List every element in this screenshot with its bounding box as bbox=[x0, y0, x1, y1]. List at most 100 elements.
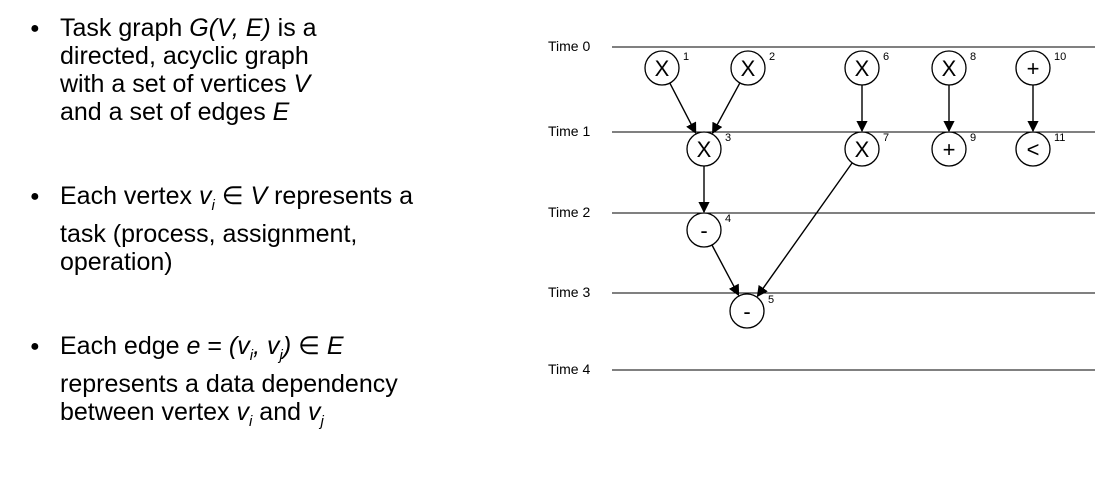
time-label: Time 2 bbox=[548, 204, 590, 220]
node-operator: < bbox=[1027, 137, 1040, 162]
bullet-text: v bbox=[307, 398, 321, 426]
bullet-text: i bbox=[211, 197, 215, 214]
edge-arrow bbox=[756, 162, 853, 298]
bullet-text: V bbox=[293, 70, 311, 98]
bullet-text: ∈ bbox=[291, 332, 327, 360]
node-operator: - bbox=[700, 218, 707, 243]
bullet-line: between vertex vi and vj bbox=[60, 398, 500, 436]
graph-node: +10 bbox=[1015, 50, 1066, 86]
node-id-label: 7 bbox=[883, 132, 889, 144]
bullet-text: G(V, E) bbox=[189, 14, 271, 42]
node-operator: X bbox=[855, 56, 870, 81]
node-circle bbox=[729, 293, 765, 329]
node-circle bbox=[686, 131, 722, 167]
bullet-text: E bbox=[272, 98, 290, 126]
bullet-line: represents a data dependency bbox=[60, 370, 500, 398]
bullet-text: v bbox=[236, 398, 250, 426]
bullet-line: Task graph G(V, E) is a bbox=[60, 14, 500, 42]
node-circle bbox=[931, 131, 967, 167]
bullet-line: operation) bbox=[60, 248, 500, 276]
bullet-line: with a set of vertices V bbox=[60, 70, 500, 98]
node-id-label: 8 bbox=[970, 51, 976, 63]
time-label: Time 4 bbox=[548, 361, 590, 377]
node-id-label: 3 bbox=[725, 132, 731, 144]
bullet-text: task (process, assignment, bbox=[60, 220, 358, 248]
bullet-text: directed, acyclic graph bbox=[60, 42, 309, 70]
bullet-text: e bbox=[186, 332, 201, 360]
node-operator: X bbox=[697, 137, 712, 162]
node-circle bbox=[844, 50, 880, 86]
bullet-text: (v bbox=[228, 332, 250, 360]
bullet-text: Each vertex bbox=[60, 182, 199, 210]
bullet-line: task (process, assignment, bbox=[60, 220, 500, 248]
bullet-text: ∈ bbox=[214, 182, 251, 210]
node-id-label: 1 bbox=[683, 51, 689, 63]
node-operator: X bbox=[655, 56, 670, 81]
node-circle bbox=[844, 131, 880, 167]
edge-group bbox=[669, 82, 1039, 298]
node-circle bbox=[686, 212, 722, 248]
edge-arrow bbox=[711, 82, 741, 135]
graph-node: <11 bbox=[1015, 131, 1065, 167]
bullet-text: v bbox=[198, 182, 212, 210]
bullet-text: represents a bbox=[267, 182, 414, 210]
bullet-text: Task graph bbox=[60, 14, 190, 42]
bullet-text: i bbox=[249, 413, 253, 430]
time-label: Time 1 bbox=[548, 123, 590, 139]
graph-node: -4 bbox=[686, 212, 731, 248]
bullet-text: with a set of vertices bbox=[60, 70, 294, 98]
edge-arrow bbox=[711, 244, 740, 297]
bullet-line: Each edge e = (vi, vj) ∈ E bbox=[60, 332, 500, 370]
node-circle bbox=[644, 50, 680, 86]
node-circle bbox=[931, 50, 967, 86]
node-id-label: 11 bbox=[1054, 132, 1065, 144]
graph-node: +9 bbox=[931, 131, 976, 167]
bullet-text: = bbox=[200, 332, 229, 360]
bullet-text: and bbox=[252, 398, 308, 426]
graph-node: -5 bbox=[729, 293, 774, 329]
node-operator: - bbox=[743, 299, 750, 324]
time-label: Time 0 bbox=[548, 38, 590, 54]
bullet-text: represents a data dependency bbox=[60, 370, 398, 398]
bullet-text: j bbox=[320, 413, 324, 430]
bullet-text: j bbox=[279, 347, 283, 364]
node-circle bbox=[730, 50, 766, 86]
bullet-text: is a bbox=[270, 14, 317, 42]
node-operator: X bbox=[741, 56, 756, 81]
node-id-label: 5 bbox=[768, 294, 774, 306]
bullet-text: ) bbox=[282, 332, 292, 360]
bullet-text: , v bbox=[253, 332, 280, 360]
bullet-text: operation) bbox=[60, 248, 173, 276]
node-id-label: 6 bbox=[883, 51, 889, 63]
node-operator: X bbox=[855, 137, 870, 162]
node-circle bbox=[1015, 131, 1051, 167]
bullet-text: E bbox=[326, 332, 344, 360]
node-operator: X bbox=[942, 56, 957, 81]
node-operator: + bbox=[943, 137, 956, 162]
bullet-text: V bbox=[250, 182, 268, 210]
node-group: X 1 X 2 X 6 X 8 +10X 3 X 7 +9 <11- 4- 5 bbox=[644, 50, 1066, 329]
node-id-label: 10 bbox=[1054, 51, 1066, 63]
time-axis: Time 0 Time 1 Time 2 Time 3 Time 4 bbox=[548, 38, 1095, 377]
bullet-line: and a set of edges E bbox=[60, 98, 500, 126]
bullet-text: i bbox=[249, 347, 254, 364]
node-id-label: 4 bbox=[725, 213, 731, 225]
bullet-text: Each edge bbox=[60, 332, 187, 360]
node-id-label: 2 bbox=[769, 51, 775, 63]
edge-arrow bbox=[669, 82, 697, 135]
bullet-text: and a set of edges bbox=[60, 98, 273, 126]
bullet-line: Each vertex vi ∈ V represents a bbox=[60, 182, 500, 220]
node-operator: + bbox=[1027, 56, 1040, 81]
node-circle bbox=[1015, 50, 1051, 86]
